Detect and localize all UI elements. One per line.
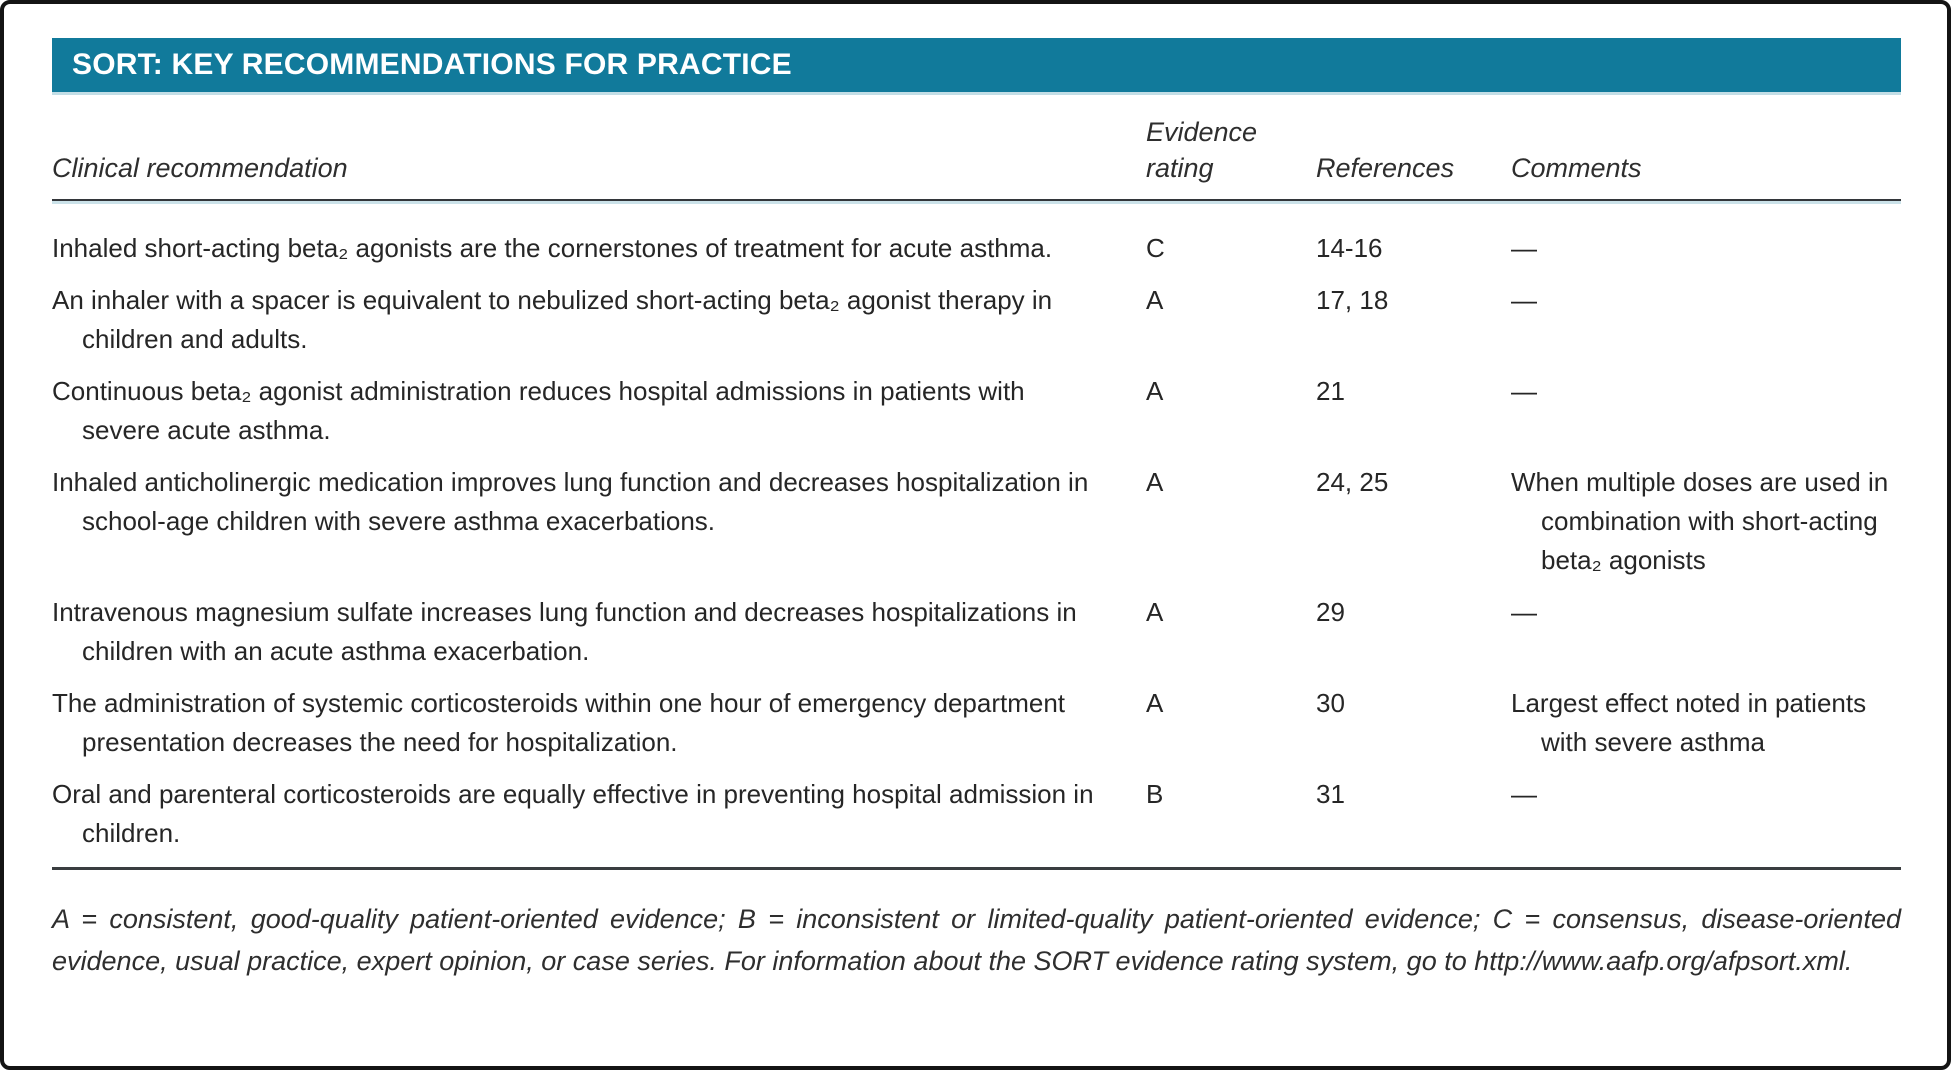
clinical-recommendation: The administration of systemic corticost…	[52, 688, 1066, 757]
table-row: Continuous beta₂ agonist administration …	[52, 372, 1901, 450]
evidence-rating: A	[1146, 285, 1164, 315]
clinical-recommendation: Inhaled anticholinergic medication impro…	[52, 467, 1089, 536]
evidence-rating: A	[1146, 467, 1164, 497]
comments: —	[1511, 233, 1537, 263]
evidence-rating: A	[1146, 688, 1164, 718]
table-row: Intravenous magnesium sulfate increases …	[52, 593, 1901, 671]
page-title: SORT: KEY RECOMMENDATIONS FOR PRACTICE	[72, 48, 792, 81]
clinical-recommendation: Intravenous magnesium sulfate increases …	[52, 597, 1077, 666]
table-row: The administration of systemic corticost…	[52, 684, 1901, 762]
evidence-rating: A	[1146, 597, 1164, 627]
references: 14-16	[1316, 233, 1383, 263]
table-row: Inhaled anticholinergic medication impro…	[52, 463, 1901, 580]
comments: —	[1511, 597, 1537, 627]
references: 31	[1316, 779, 1345, 809]
table-row: Oral and parenteral corticosteroids are …	[52, 775, 1901, 853]
references: 17, 18	[1316, 285, 1389, 315]
evidence-rating: A	[1146, 376, 1164, 406]
table-body: Inhaled short-acting beta₂ agonists are …	[52, 201, 1901, 853]
references: 24, 25	[1316, 467, 1389, 497]
comments: Largest effect noted in patients with se…	[1511, 688, 1867, 757]
divider	[52, 867, 1901, 870]
table-row: Inhaled short-acting beta₂ agonists are …	[52, 229, 1901, 268]
evidence-rating: C	[1146, 233, 1165, 263]
comments: —	[1511, 376, 1537, 406]
column-header-evidence-rating: Evidence rating	[1146, 117, 1258, 183]
comments: —	[1511, 779, 1537, 809]
column-header-clinical-recommendation: Clinical recommendation	[52, 153, 348, 183]
clinical-recommendation: Continuous beta₂ agonist administration …	[52, 376, 1025, 445]
comments: —	[1511, 285, 1537, 315]
evidence-rating: B	[1146, 779, 1164, 809]
clinical-recommendation: Inhaled short-acting beta₂ agonists are …	[52, 233, 1053, 263]
clinical-recommendation: An inhaler with a spacer is equivalent t…	[52, 285, 1053, 354]
clinical-recommendation: Oral and parenteral corticosteroids are …	[52, 779, 1094, 848]
title-bar: SORT: KEY RECOMMENDATIONS FOR PRACTICE	[52, 38, 1901, 92]
sort-footnote: A = consistent, good-quality patient-ori…	[52, 904, 1901, 976]
references: 30	[1316, 688, 1345, 718]
references: 21	[1316, 376, 1345, 406]
comments: When multiple doses are used in combinat…	[1511, 467, 1889, 575]
column-header-comments: Comments	[1511, 153, 1642, 183]
table: Clinical recommendation Evidence rating …	[4, 114, 1947, 982]
table-header-row: Clinical recommendation Evidence rating …	[52, 114, 1901, 201]
table-row: An inhaler with a spacer is equivalent t…	[52, 281, 1901, 359]
references: 29	[1316, 597, 1345, 627]
column-header-references: References	[1316, 153, 1455, 183]
